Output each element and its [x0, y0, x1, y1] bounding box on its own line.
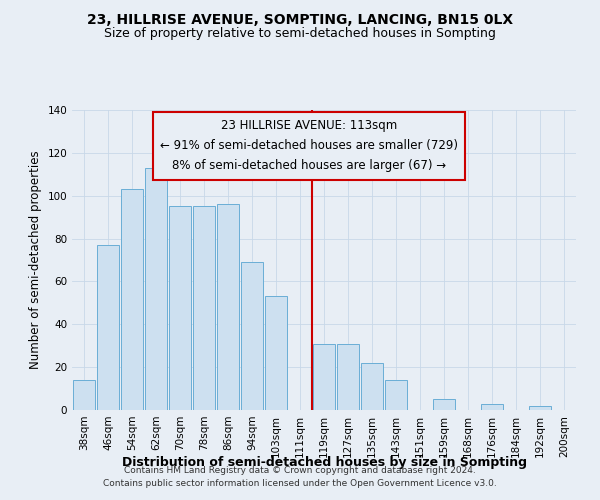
Bar: [145, 168, 167, 410]
Bar: [361, 363, 383, 410]
Bar: [97, 245, 119, 410]
Bar: [121, 190, 143, 410]
Bar: [169, 206, 191, 410]
Text: Size of property relative to semi-detached houses in Sompting: Size of property relative to semi-detach…: [104, 28, 496, 40]
Bar: [241, 262, 263, 410]
Bar: [337, 344, 359, 410]
Bar: [313, 344, 335, 410]
Text: 23, HILLRISE AVENUE, SOMPTING, LANCING, BN15 0LX: 23, HILLRISE AVENUE, SOMPTING, LANCING, …: [87, 12, 513, 26]
Text: Distribution of semi-detached houses by size in Sompting: Distribution of semi-detached houses by …: [121, 456, 527, 469]
Bar: [481, 404, 503, 410]
Text: 23 HILLRISE AVENUE: 113sqm
← 91% of semi-detached houses are smaller (729)
8% of: 23 HILLRISE AVENUE: 113sqm ← 91% of semi…: [160, 120, 458, 172]
Bar: [193, 206, 215, 410]
Y-axis label: Number of semi-detached properties: Number of semi-detached properties: [29, 150, 42, 370]
Bar: [433, 400, 455, 410]
Bar: [73, 380, 95, 410]
Bar: [385, 380, 407, 410]
Bar: [265, 296, 287, 410]
Text: Contains HM Land Registry data © Crown copyright and database right 2024.
Contai: Contains HM Land Registry data © Crown c…: [103, 466, 497, 487]
Bar: [217, 204, 239, 410]
Bar: [529, 406, 551, 410]
